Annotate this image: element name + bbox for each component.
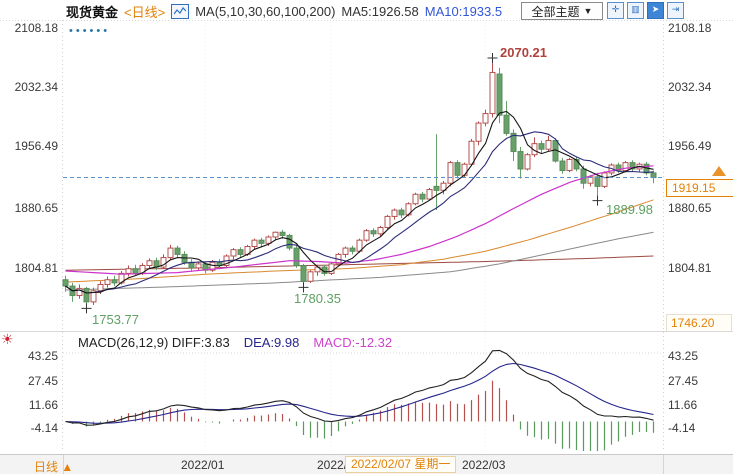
- annotation-low-2: 1780.35: [294, 291, 341, 306]
- left-axis-price-4: 1804.81: [14, 261, 58, 275]
- month-label-feb: 2022/02: [317, 458, 346, 472]
- right-axis-price-4: 1804.81: [668, 261, 712, 275]
- right-axis-macd-3: -4.14: [668, 421, 696, 435]
- right-axis-macd-0: 43.25: [668, 349, 699, 363]
- macd-header: MACD(26,12,9) DIFF:3.83 DEA:9.98 MACD:-1…: [78, 335, 392, 350]
- export-icon[interactable]: ⇥: [667, 2, 684, 19]
- last-price-tag: 1919.15: [666, 179, 733, 197]
- macd-dea-value: DEA:9.98: [243, 335, 300, 350]
- right-axis-price-3: 1880.65: [668, 201, 712, 215]
- ma10-value: MA10:1933.5: [424, 4, 503, 19]
- left-axis-price-0: 2108.18: [14, 21, 58, 35]
- left-axis-macd-0: 43.25: [27, 349, 58, 363]
- annotation-high: 2070.21: [500, 45, 547, 60]
- macd-hist-value: MACD:-12.32: [313, 335, 393, 350]
- annotation-low-3: 1889.98: [606, 202, 653, 217]
- left-axis-macd-1: 27.45: [27, 374, 58, 388]
- annotation-low-1: 1753.77: [92, 312, 139, 327]
- pointer-tool-icon[interactable]: ➤: [647, 2, 664, 19]
- reference-low-tag: 1746.20: [666, 314, 732, 332]
- right-axis-price-2: 1956.49: [668, 139, 712, 153]
- right-axis-price-0: 2108.18: [668, 21, 712, 35]
- alert-sun-icon[interactable]: ☀: [1, 331, 14, 347]
- pan-tool-icon[interactable]: ✛: [607, 2, 624, 19]
- left-axis-macd-3: -4.14: [30, 421, 58, 435]
- crosshair-date-tag: 2022/02/07 星期一: [345, 456, 457, 473]
- panel-divider: [0, 331, 733, 332]
- price-up-arrow-icon: [712, 166, 726, 176]
- ma5-value: MA5:1926.58: [341, 4, 419, 19]
- right-axis-macd-2: 11.66: [668, 398, 698, 412]
- theme-dropdown-label: 全部主题: [531, 4, 580, 19]
- axis-scale-icon[interactable]: ▥: [627, 2, 644, 19]
- left-axis-price-1: 2032.34: [14, 80, 58, 94]
- month-label-jan: 2022/01: [181, 458, 225, 472]
- chart-header: 现货黄金 <日线> MA(5,10,30,60,100,200) MA5:192…: [66, 2, 502, 21]
- chevron-down-icon: ▼: [583, 6, 593, 16]
- chart-type-icon[interactable]: [171, 4, 190, 19]
- left-axis-price-2: 1956.49: [14, 139, 58, 153]
- period-tag[interactable]: <日线>: [124, 5, 166, 20]
- period-selector[interactable]: 日线 ▲: [34, 460, 74, 474]
- right-axis-price-1: 2032.34: [668, 80, 712, 94]
- left-axis-macd-2: 11.66: [28, 398, 58, 412]
- left-axis-price-3: 1880.65: [14, 201, 58, 215]
- right-axis-macd-1: 27.45: [668, 374, 699, 388]
- symbol-name: 现货黄金: [66, 5, 119, 20]
- theme-dropdown[interactable]: 全部主题 ▼: [521, 2, 603, 20]
- ma-formula-label: MA(5,10,30,60,100,200): [195, 4, 336, 19]
- indicator-dots: ••••••: [69, 25, 111, 37]
- axis-separator: [63, 455, 64, 474]
- time-axis-bar: 日线 ▲ 2022/01 2022/02 2022/02/07 星期一 2022…: [0, 454, 733, 474]
- month-label-mar: 2022/03: [462, 458, 506, 472]
- axis-separator: [663, 455, 664, 474]
- macd-formula-diff: MACD(26,12,9) DIFF:3.83: [78, 335, 230, 350]
- chart-toolbar: ✛ ▥ ➤ ⇥: [607, 2, 684, 19]
